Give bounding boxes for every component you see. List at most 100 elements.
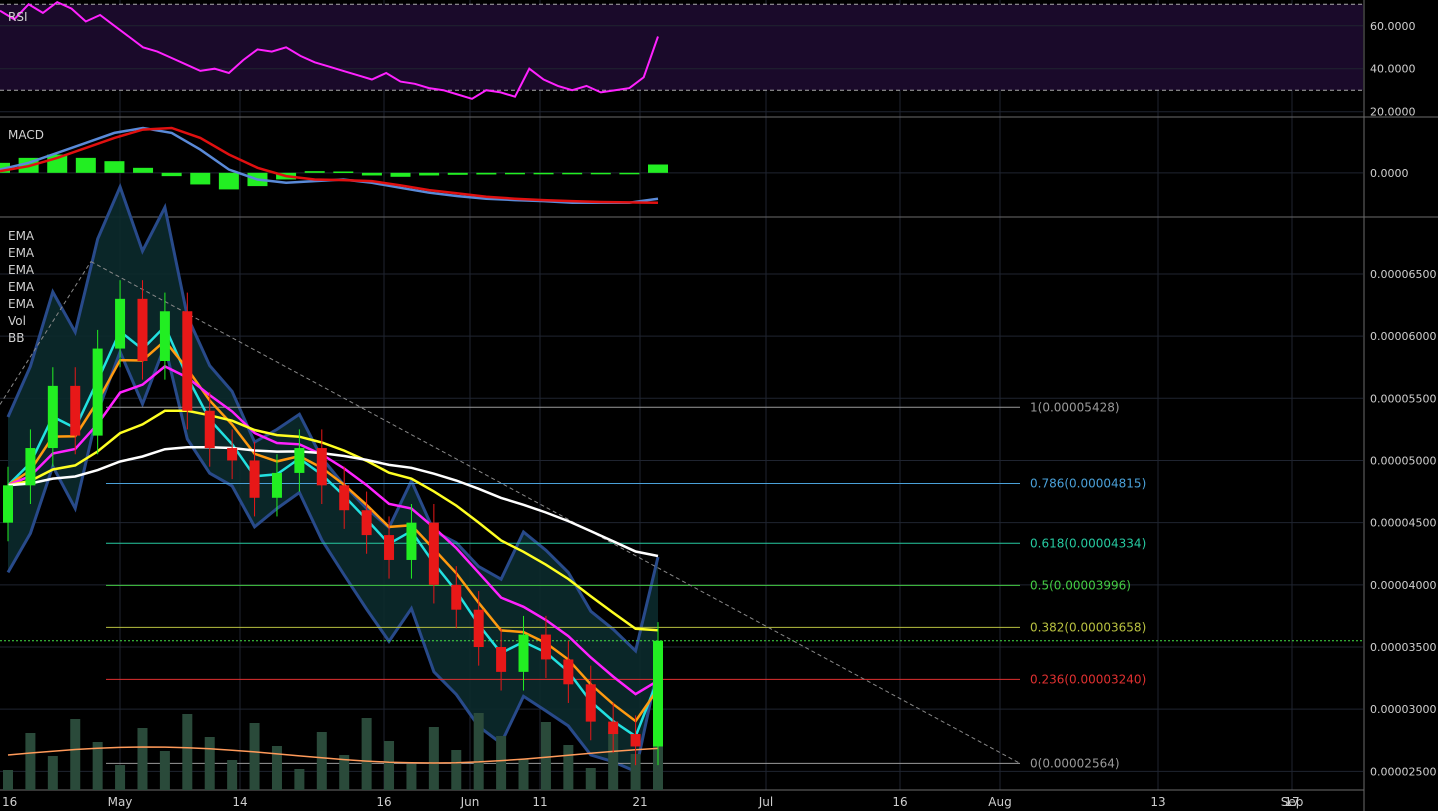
candle-up bbox=[653, 640, 663, 747]
candle-up bbox=[159, 311, 170, 361]
rsi-tick-label: 20.0000 bbox=[1370, 106, 1416, 119]
macd-pane bbox=[0, 126, 1363, 204]
candle-down bbox=[608, 721, 619, 735]
volume-bar bbox=[473, 713, 484, 790]
trend-line bbox=[90, 261, 1021, 764]
price-tick-label: 0.00005500 bbox=[1370, 392, 1436, 405]
volume-bar bbox=[630, 754, 641, 790]
volume-bar bbox=[92, 742, 103, 790]
ema-white bbox=[7, 446, 659, 558]
indicator-ema-4[interactable]: EMA bbox=[8, 280, 35, 294]
candle-down bbox=[540, 634, 551, 660]
volume-bar bbox=[25, 733, 36, 790]
volume-bar bbox=[451, 750, 462, 790]
macd-histogram-bar bbox=[104, 161, 125, 173]
volume-bar bbox=[227, 760, 238, 790]
x-tick-label: 17 bbox=[1284, 795, 1299, 809]
rsi-tick-label: 60.0000 bbox=[1370, 20, 1416, 33]
volume-bar bbox=[585, 768, 596, 790]
macd-histogram-bar bbox=[419, 172, 440, 176]
macd-histogram-bar bbox=[533, 172, 554, 175]
ema-magenta bbox=[7, 364, 659, 696]
candle-down bbox=[361, 510, 372, 536]
fib-label-5: 0.236(0.00003240) bbox=[1030, 672, 1146, 686]
macd-tick-label: 0.0000 bbox=[1370, 167, 1409, 180]
fib-label-3: 0.5(0.00003996) bbox=[1030, 578, 1131, 592]
x-tick-label: May bbox=[108, 795, 133, 809]
volume-bar bbox=[361, 718, 372, 790]
volume-bar bbox=[406, 764, 417, 790]
candle-down bbox=[496, 647, 507, 672]
indicator-list: EMA EMA EMA EMA EMA Vol BB bbox=[8, 228, 34, 347]
candle-down bbox=[227, 448, 238, 461]
volume-bar bbox=[182, 714, 193, 790]
candle-down bbox=[585, 684, 596, 722]
indicator-vol[interactable]: Vol bbox=[8, 314, 26, 328]
candle-down bbox=[428, 522, 439, 585]
volume-bar bbox=[339, 755, 350, 790]
rsi-band bbox=[0, 4, 1363, 91]
volume-bar bbox=[540, 722, 551, 790]
macd-histogram-bar bbox=[619, 172, 640, 175]
price-tick-label: 0.00006500 bbox=[1370, 268, 1436, 281]
indicator-ema-5[interactable]: EMA bbox=[8, 297, 35, 311]
candle-up bbox=[47, 385, 58, 449]
volume-ma-line bbox=[7, 746, 659, 764]
volume-bar bbox=[384, 741, 395, 790]
macd-histogram-bar bbox=[504, 172, 525, 175]
signal-line bbox=[0, 126, 659, 204]
price-tick-label: 0.00004000 bbox=[1370, 579, 1436, 592]
candle-down bbox=[204, 410, 215, 449]
bollinger-lower bbox=[6, 340, 660, 774]
volume-bar bbox=[608, 731, 619, 790]
rsi-line bbox=[0, 0, 659, 100]
candle-up bbox=[92, 348, 103, 436]
candle-down bbox=[249, 460, 260, 498]
macd-label: MACD bbox=[8, 128, 44, 142]
volume-bar bbox=[137, 728, 148, 790]
candle-up bbox=[294, 448, 305, 473]
macd-histogram-bar bbox=[333, 171, 354, 173]
candle-down bbox=[563, 659, 574, 685]
macd-histogram-bar bbox=[447, 172, 468, 175]
candle-down bbox=[182, 311, 193, 411]
price-tick-label: 0.00003000 bbox=[1370, 703, 1436, 716]
volume-bar bbox=[563, 745, 574, 790]
indicator-ema-1[interactable]: EMA bbox=[8, 229, 35, 243]
macd-histogram-bar bbox=[161, 172, 182, 177]
indicator-ema-3[interactable]: EMA bbox=[8, 263, 35, 277]
fib-label-1: 0.786(0.00004815) bbox=[1030, 476, 1146, 490]
fib-label-2: 0.618(0.00004334) bbox=[1030, 536, 1146, 550]
volume-bar bbox=[294, 769, 305, 790]
price-tick-label: 0.00006000 bbox=[1370, 330, 1436, 343]
trend-line bbox=[0, 261, 92, 405]
macd-histogram-bar bbox=[648, 164, 668, 173]
volume-bar bbox=[115, 765, 126, 790]
volume-bar bbox=[428, 727, 439, 790]
x-tick-label: 16 bbox=[2, 795, 17, 809]
bollinger-upper bbox=[6, 182, 660, 654]
fib-label-0: 1(0.00005428) bbox=[1030, 400, 1120, 414]
x-tick-label: 13 bbox=[1150, 795, 1165, 809]
candle-down bbox=[137, 298, 148, 361]
volume-bar bbox=[3, 770, 13, 790]
volume-bar bbox=[47, 756, 58, 790]
x-tick-label: Aug bbox=[988, 795, 1011, 809]
candle-up bbox=[406, 522, 417, 560]
indicator-bb[interactable]: BB bbox=[8, 331, 25, 345]
volume-bar bbox=[159, 751, 170, 790]
candle-down bbox=[473, 609, 484, 647]
volume-bar bbox=[316, 732, 327, 790]
macd-histogram-bar bbox=[476, 172, 497, 175]
macd-histogram-bar bbox=[218, 172, 239, 190]
rsi-tick-label: 40.0000 bbox=[1370, 63, 1416, 76]
candle-down bbox=[339, 485, 350, 511]
volume-bar bbox=[70, 719, 81, 790]
x-tick-label: 14 bbox=[232, 795, 247, 809]
macd-histogram-bar bbox=[590, 172, 611, 175]
indicator-ema-2[interactable]: EMA bbox=[8, 246, 35, 260]
macd-histogram-bar bbox=[304, 171, 325, 173]
candle-up bbox=[518, 634, 529, 672]
price-tick-label: 0.00005000 bbox=[1370, 454, 1436, 467]
